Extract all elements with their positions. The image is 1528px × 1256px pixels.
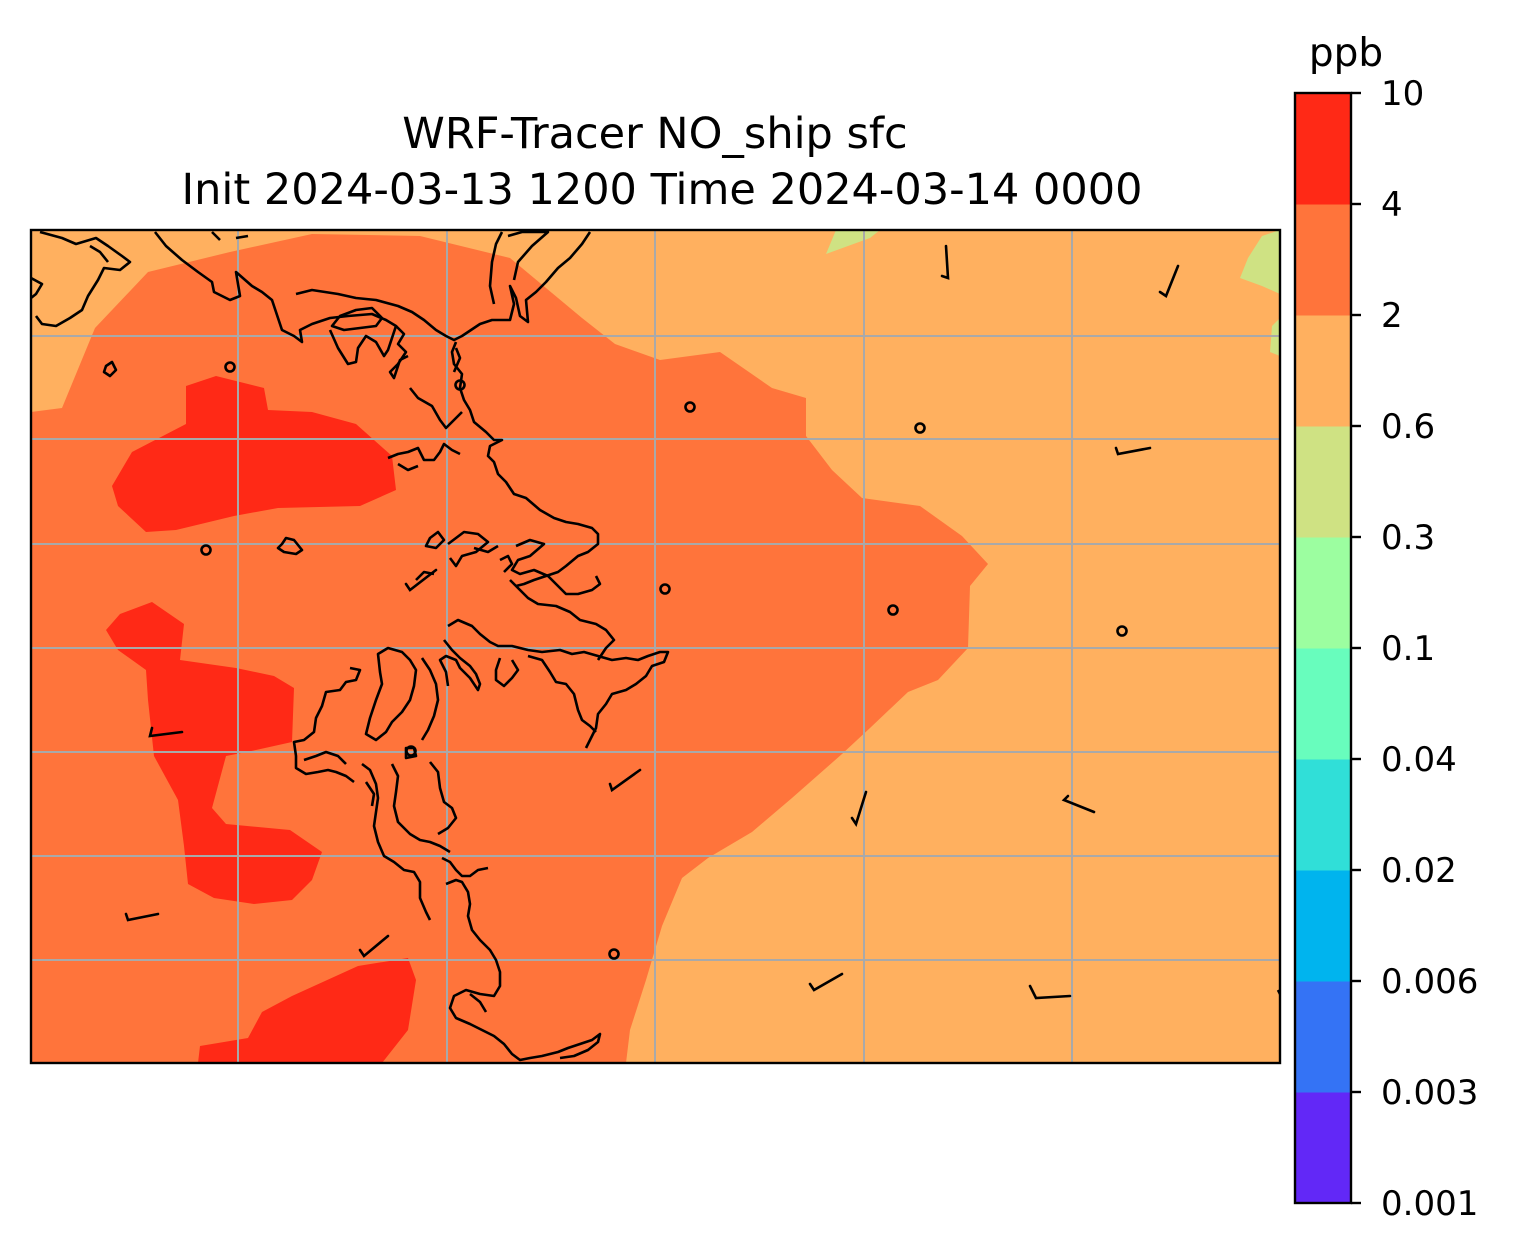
colorbar-block: [1295, 759, 1351, 871]
colorbar-block: [1295, 1092, 1351, 1204]
colorbar-tick-label: 0.02: [1381, 851, 1457, 891]
colorbar-tick-label: 2: [1381, 296, 1403, 336]
map-frame: [29, 228, 1282, 1065]
map-title-line2: Init 2024-03-13 1200 Time 2024-03-14 000…: [182, 165, 1143, 215]
wind-barbs: [124, 244, 1180, 1000]
colorbar-block: [1295, 93, 1351, 205]
colorbar-tick-label: 0.006: [1381, 962, 1478, 1002]
colorbar-tick-label: 0.6: [1381, 407, 1435, 447]
field-band-0.3-0.6-right: [1240, 230, 1280, 294]
field-band-4-10-north: [112, 376, 396, 532]
colorbar-unit-label: ppb: [1309, 31, 1383, 76]
colorbar-tick-label: 10: [1381, 74, 1424, 114]
colorbar-tick-label: 0.003: [1381, 1073, 1478, 1113]
colorbar-blocks: [1295, 93, 1351, 1204]
colorbar-block: [1295, 870, 1351, 982]
coastlines: [31, 230, 1280, 1062]
field-band-0.3-0.6-top: [826, 230, 880, 254]
colorbar-tick-label: 0.001: [1381, 1184, 1478, 1224]
map-panel: [29, 228, 1282, 1065]
colorbar-ticks: 0.001 0.003 0.006 0.02 0.04 0.1 0.3 0.6 2 4 10: [1351, 74, 1478, 1224]
map-title-line1: WRF-Tracer NO_ship sfc: [402, 109, 907, 159]
colorbar-tick-label: 0.3: [1381, 518, 1435, 558]
island-markers: [200, 361, 1128, 960]
colorbar-block: [1295, 981, 1351, 1093]
colorbar-block: [1295, 204, 1351, 316]
colorbar-block: [1295, 537, 1351, 649]
field-band-4-10-south: [198, 958, 416, 1063]
colorbar-block: [1295, 315, 1351, 427]
colorbar-block: [1295, 426, 1351, 538]
colorbar-block: [1295, 648, 1351, 760]
colorbar-tick-label: 0.1: [1381, 629, 1435, 669]
colorbar-tick-label: 0.04: [1381, 740, 1457, 780]
colorbar-tick-label: 4: [1381, 185, 1403, 225]
colorbar: ppb 0.001 0.003 0.006 0.02 0.04 0.1 0.3 0.6 2 4 10: [1293, 31, 1478, 1224]
gridlines: [31, 230, 1280, 1063]
